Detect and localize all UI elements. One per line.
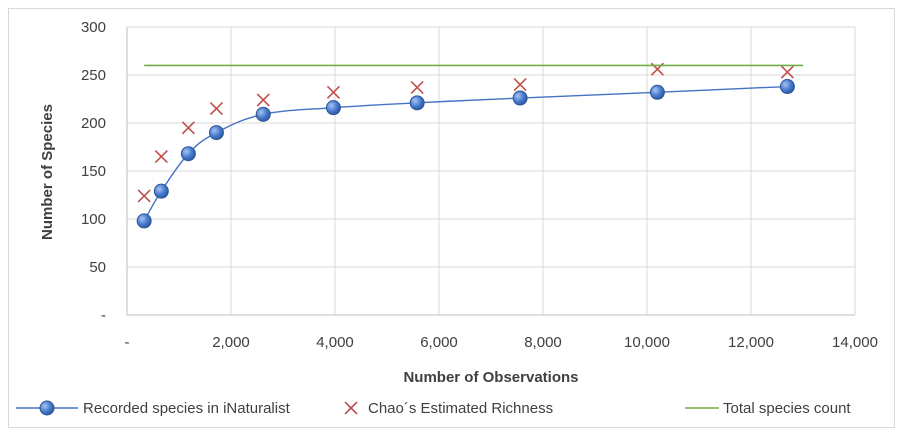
chao-estimate-point-stroke: [256, 93, 270, 107]
chao-estimate-point-stroke: [181, 121, 195, 135]
legend-label: Chao´s Estimated Richness: [368, 400, 553, 417]
recorded-species-point: [255, 106, 271, 122]
recorded-species-point: [208, 125, 224, 141]
recorded-species-point: [180, 146, 196, 162]
x-tick-label: -: [125, 334, 130, 351]
chart-border: [8, 8, 895, 428]
x-tick-label: 8,000: [524, 334, 562, 351]
grid-lines: [127, 26, 856, 315]
chao-estimate-point-stroke: [513, 78, 527, 92]
legend-label: Recorded species in iNaturalist: [83, 400, 291, 417]
x-tick-label: 10,000: [624, 334, 670, 351]
chao-estimate-point-stroke: [326, 85, 341, 99]
recorded-species-point: [409, 95, 425, 111]
y-tick-label: 150: [81, 163, 106, 180]
legend-item-0: Recorded species in iNaturalist: [16, 400, 291, 417]
y-tick-label: 50: [89, 259, 106, 276]
legend-item-2: Total species count: [685, 400, 851, 417]
x-tick-label: 6,000: [420, 334, 458, 351]
x-tick-label: 4,000: [316, 334, 354, 351]
recorded-species-point: [649, 84, 665, 100]
chao-estimate-point-stroke: [410, 80, 424, 95]
recorded-species-point: [512, 90, 528, 106]
y-tick-label: 300: [81, 19, 106, 36]
legend-item-1: Chao´s Estimated Richness: [344, 400, 553, 417]
recorded-species-point: [779, 79, 795, 95]
chao-estimate-point-stroke: [209, 102, 224, 116]
x-tick-label: 14,000: [832, 334, 878, 351]
series: [136, 62, 803, 229]
recorded-species-point: [153, 183, 169, 199]
y-tick-label: 250: [81, 67, 106, 84]
y-tick-label: 100: [81, 211, 106, 228]
legend-label: Total species count: [723, 400, 851, 417]
recorded-species-point: [325, 100, 341, 116]
legend-marker: [39, 400, 55, 416]
x-axis-title: Number of Observations: [403, 369, 578, 386]
y-tick-label: -: [101, 307, 106, 324]
y-tick-label: 200: [81, 115, 106, 132]
legend: Recorded species in iNaturalist Chao´s Es…: [16, 400, 851, 417]
chao-estimate-point-stroke: [780, 65, 794, 79]
axes: - 50 100 150 200 250 300 - 2,000 4,000 6,000 8,000 1…: [81, 19, 878, 351]
x-tick-label: 12,000: [728, 334, 774, 351]
legend-marker-stroke: [344, 401, 358, 415]
x-tick-label: 2,000: [212, 334, 250, 351]
chao-estimate-point-stroke: [137, 189, 151, 203]
chao-estimate-point-stroke: [154, 150, 168, 164]
recorded-species-point: [136, 213, 152, 229]
series-0: [136, 79, 795, 229]
y-axis-title: Number of Species: [39, 104, 56, 240]
